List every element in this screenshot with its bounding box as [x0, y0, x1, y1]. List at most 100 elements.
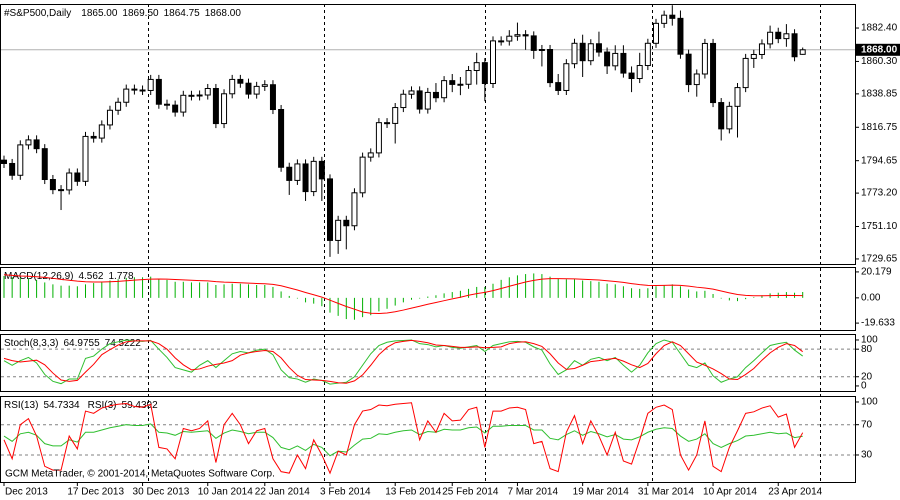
ohlc-label: 1865.00 — [81, 8, 118, 19]
candle-body — [718, 102, 725, 130]
y-tick-label: 0 — [861, 381, 867, 392]
candle-body — [196, 94, 203, 97]
x-tick-label: 13 Feb 2014 — [385, 487, 442, 498]
price-label-box — [856, 43, 900, 56]
candle-body — [791, 33, 798, 58]
y-tick-label: 80 — [861, 344, 873, 355]
candle-body — [82, 135, 89, 182]
series-last-value: 1.778 — [109, 271, 134, 282]
y-tick-label: 0.00 — [861, 292, 881, 303]
candle-body — [221, 93, 228, 125]
candle-body — [620, 52, 627, 74]
x-tick-label: 25 Feb 2014 — [442, 487, 499, 498]
series-last-value: 64.9755 — [63, 338, 100, 349]
series-last-value: 54.7334 — [43, 400, 80, 411]
candle-body — [701, 42, 708, 75]
series-last-value: 4.562 — [78, 271, 103, 282]
candle-body — [98, 124, 105, 139]
candle-body — [139, 89, 146, 92]
y-tick-label: 1773.20 — [861, 188, 898, 199]
x-tick-label: Dec 2013 — [5, 487, 48, 498]
series-name: RSI(3) — [88, 400, 117, 411]
candle-body — [506, 35, 513, 42]
y-tick-label: 100 — [861, 397, 878, 408]
x-tick-label: 30 Dec 2013 — [133, 487, 190, 498]
candle-body — [441, 80, 448, 99]
panel-title: Stoch(8,3,3) — [4, 338, 58, 349]
series-last-value: 59.4392 — [122, 400, 159, 411]
candle-body — [318, 160, 325, 180]
y-tick-label: 1838.85 — [861, 89, 898, 100]
panel-frame — [0, 4, 856, 265]
candle-body — [384, 122, 391, 125]
candle-body — [269, 84, 276, 111]
panel-frame — [0, 334, 856, 392]
candle-body — [644, 42, 651, 67]
candle-body — [302, 163, 309, 193]
y-tick-label: 70 — [861, 419, 873, 430]
candle-body — [286, 166, 293, 181]
y-tick-label: 20.179 — [861, 267, 892, 278]
candle-body — [514, 34, 521, 37]
candle-body — [229, 78, 236, 95]
candle-body — [669, 14, 676, 19]
candle-body — [604, 51, 611, 67]
candle-body — [343, 219, 350, 227]
candle-body — [547, 49, 554, 84]
candle-body — [41, 148, 48, 181]
y-tick-label: 1816.75 — [861, 122, 898, 133]
candle-body — [555, 82, 562, 91]
candle-body — [449, 80, 456, 85]
candle-body — [115, 101, 122, 111]
candle-body — [212, 88, 219, 125]
indicator-line — [3, 339, 804, 384]
candle-body — [563, 63, 570, 91]
x-tick-label: 10 Jan 2014 — [198, 487, 253, 498]
panel-title: MACD(12,26,9) — [4, 271, 73, 282]
candle-body — [294, 163, 301, 181]
candle-body — [9, 162, 16, 176]
x-tick-label: 3 Feb 2014 — [320, 487, 371, 498]
candle-body — [693, 73, 700, 86]
candle-body — [661, 14, 668, 24]
candle-body — [457, 83, 464, 86]
candle-body — [155, 78, 162, 105]
candle-body — [164, 103, 170, 106]
candle-body — [587, 43, 594, 62]
x-tick-label: 7 Mar 2014 — [507, 487, 558, 498]
candle-body — [595, 43, 602, 53]
candle-body — [367, 152, 374, 158]
candle-body — [734, 87, 741, 107]
candle-body — [710, 42, 717, 104]
candle-body — [783, 33, 790, 40]
candle-body — [538, 49, 545, 51]
candle-body — [424, 91, 431, 110]
candle-body — [481, 62, 488, 85]
candle-body — [123, 88, 130, 103]
y-tick-label: 20 — [861, 371, 873, 382]
candle-body — [90, 135, 97, 139]
y-tick-label: 1882.40 — [861, 23, 898, 34]
panel-frame — [0, 267, 856, 331]
candle-body — [579, 42, 586, 62]
candle-body — [351, 192, 358, 227]
candle-body — [147, 78, 154, 91]
candle-body — [204, 88, 211, 96]
panel-header: #S&P500,Daily 1865.00 1869.50 1864.75 1868.0… — [4, 8, 241, 19]
ohlc-label: 1864.75 — [164, 8, 201, 19]
series-name: RSI(13) — [4, 400, 38, 411]
candle-body — [392, 107, 399, 124]
candle-body — [490, 40, 496, 85]
x-tick-label: 17 Dec 2013 — [67, 487, 124, 498]
y-tick-label: 1860.30 — [861, 56, 898, 67]
candle-body — [335, 219, 342, 241]
candle-body — [375, 122, 382, 154]
candle-body — [750, 53, 757, 59]
candle-body — [1, 159, 7, 164]
candle-body — [498, 40, 505, 43]
candle-body — [726, 105, 733, 130]
candle-body — [628, 72, 635, 80]
candle-body — [653, 22, 659, 44]
candle-body — [408, 90, 415, 95]
